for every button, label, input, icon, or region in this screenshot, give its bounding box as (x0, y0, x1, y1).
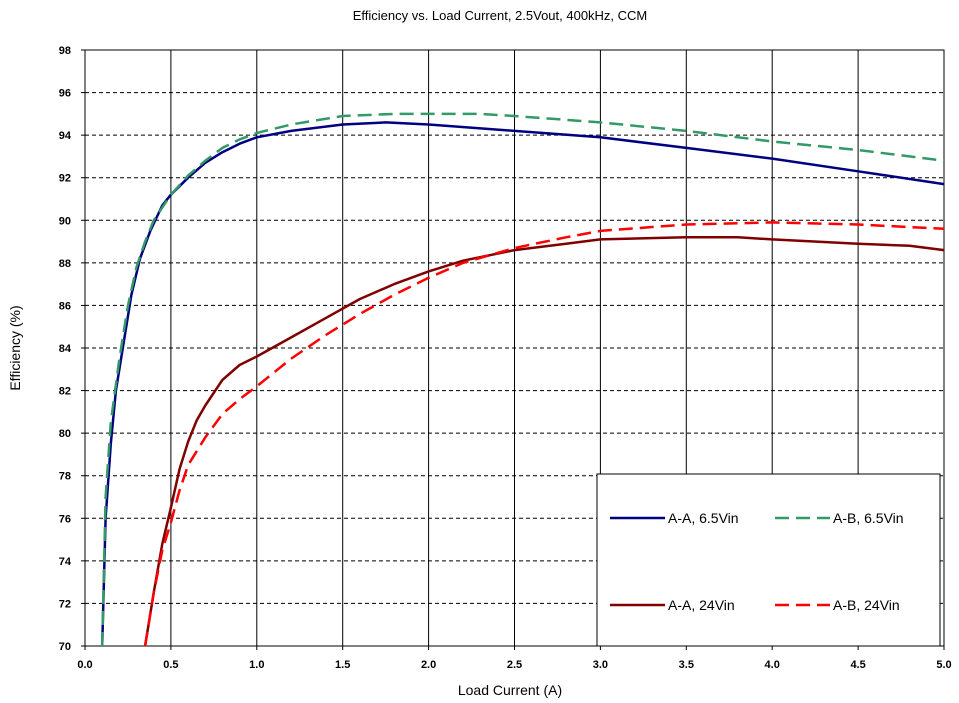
series-line-1 (100, 121, 945, 647)
x-tick-label: 2.5 (507, 659, 522, 671)
y-tick-label: 96 (59, 88, 71, 100)
legend-label-3: A-A, 24Vin (668, 597, 735, 613)
x-tick-label: 0.0 (77, 659, 92, 671)
y-axis-label: Efficiency (%) (7, 305, 23, 390)
series-line-3 (143, 236, 945, 647)
series-line-4 (143, 221, 945, 647)
y-axis-ticks: 70 72 74 76 78 80 82 84 86 88 90 92 94 96 98 (59, 45, 85, 653)
legend-label-4: A-B, 24Vin (833, 597, 900, 613)
legend-label-2: A-B, 6.5Vin (833, 510, 904, 526)
y-tick-label: 88 (59, 258, 71, 270)
y-tick-label: 72 (59, 598, 71, 610)
x-tick-label: 1.0 (249, 659, 264, 671)
y-tick-label: 76 (59, 513, 71, 525)
y-tick-label: 80 (59, 428, 71, 440)
y-tick-label: 78 (59, 471, 71, 483)
series-line-2 (100, 112, 945, 647)
legend: A-A, 6.5Vin A-B, 6.5Vin A-A, 24Vin A-B, 24V… (596, 473, 941, 647)
x-tick-label: 1.5 (335, 659, 350, 671)
series-lines (100, 112, 945, 647)
x-tick-label: 0.5 (163, 659, 178, 671)
y-tick-label: 82 (59, 386, 71, 398)
y-tick-label: 90 (59, 215, 71, 227)
x-tick-label: 3.0 (593, 659, 608, 671)
x-tick-label: 4.0 (765, 659, 780, 671)
y-tick-label: 94 (59, 130, 72, 142)
y-tick-label: 92 (59, 173, 71, 185)
y-tick-label: 84 (59, 343, 72, 355)
x-axis-label: Load Current (A) (458, 682, 562, 698)
legend-box (596, 473, 941, 647)
y-tick-label: 70 (59, 641, 71, 653)
y-tick-label: 98 (59, 45, 71, 57)
chart-title: Efficiency vs. Load Current, 2.5Vout, 40… (353, 8, 648, 23)
x-tick-label: 4.5 (850, 659, 865, 671)
x-tick-label: 3.5 (679, 659, 694, 671)
x-tick-label: 2.0 (421, 659, 436, 671)
x-axis-ticks: 0.0 0.5 1.0 1.5 2.0 2.5 3.0 3.5 4.0 4.5 5.0 (77, 646, 952, 671)
y-tick-label: 86 (59, 300, 71, 312)
y-tick-label: 74 (59, 556, 72, 568)
x-tick-label: 5.0 (936, 659, 951, 671)
legend-label-1: A-A, 6.5Vin (668, 510, 739, 526)
